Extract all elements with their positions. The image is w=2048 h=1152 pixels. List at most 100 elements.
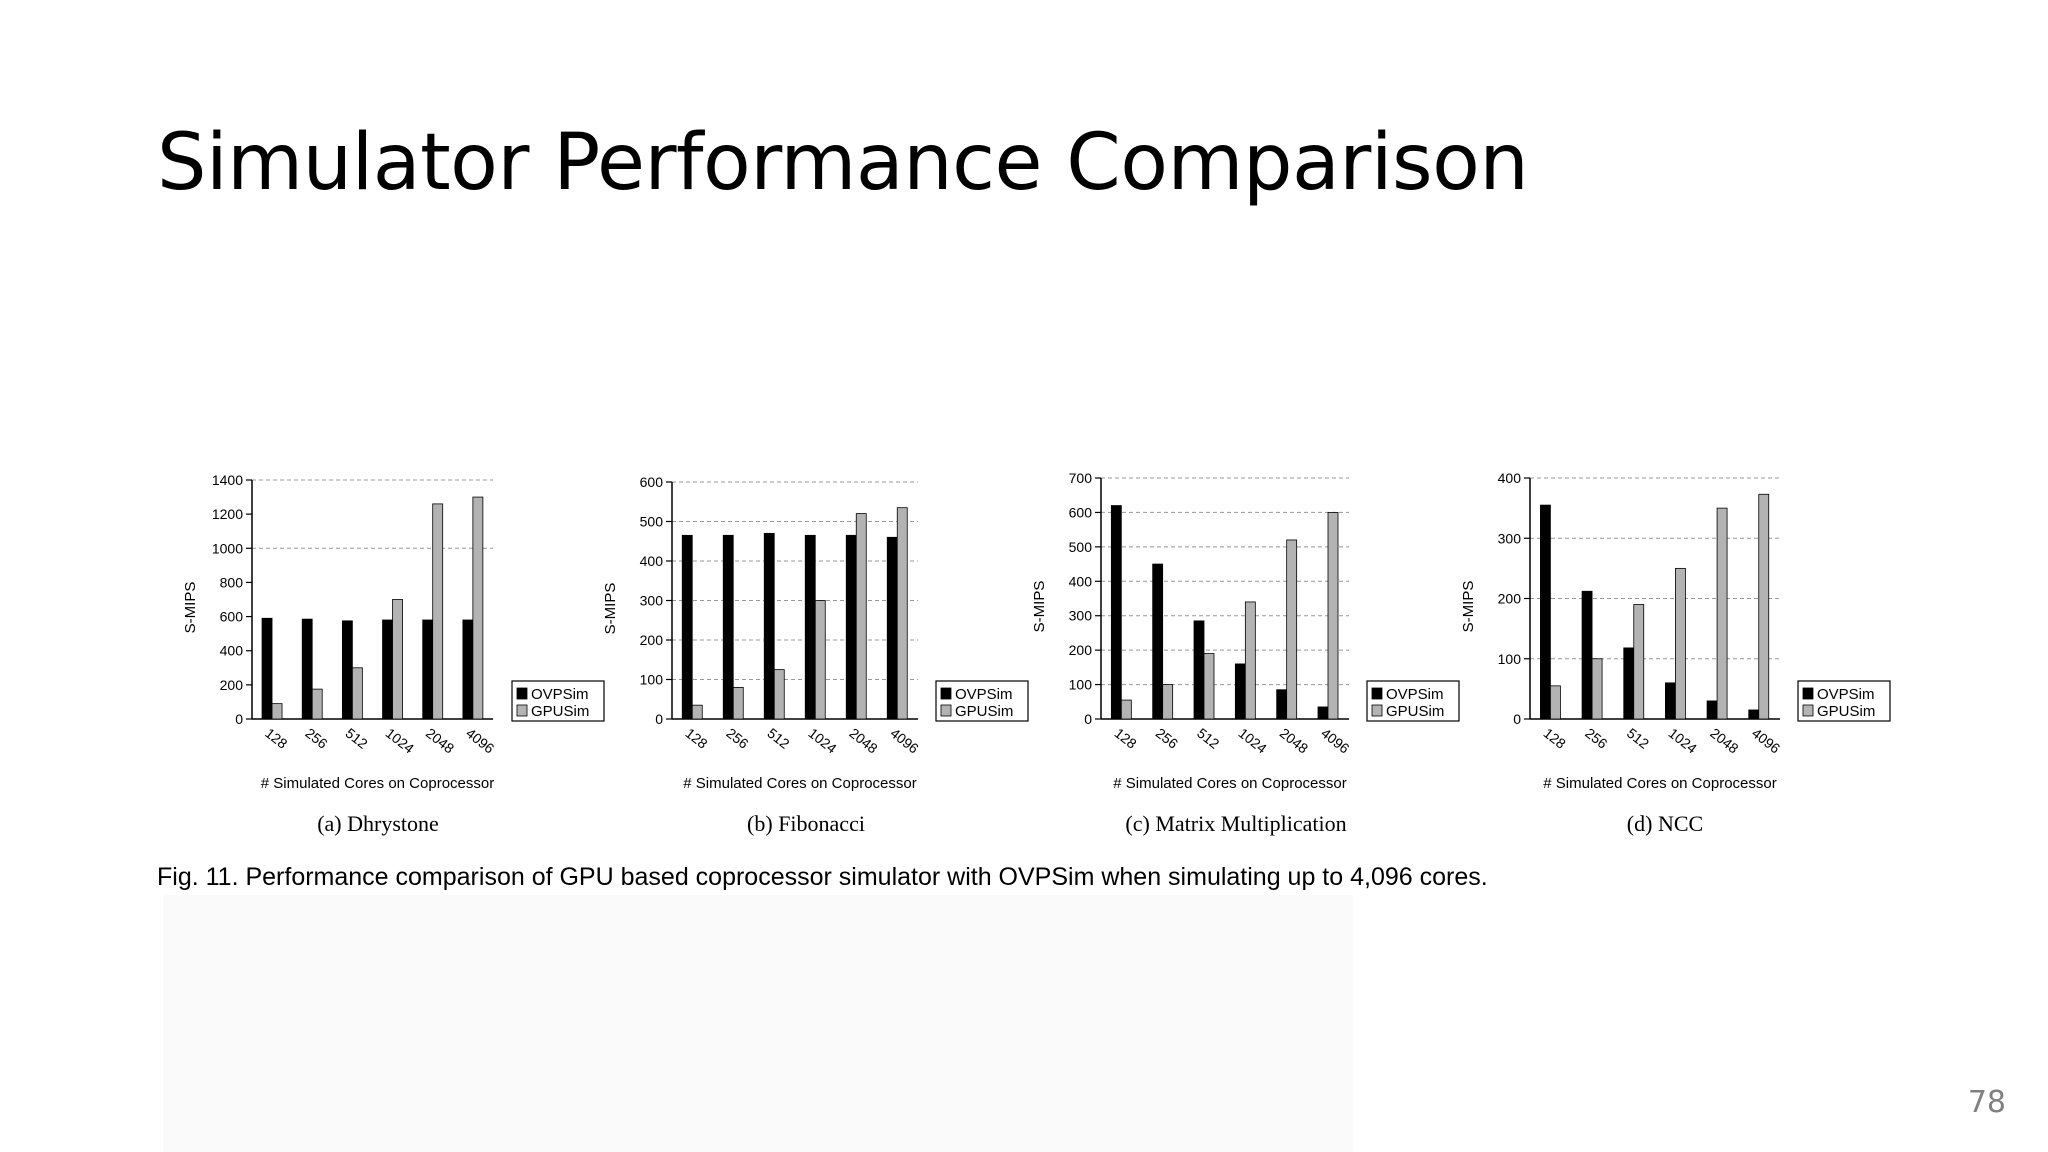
bar-gpusim [1591,658,1603,720]
chart-1: 0 200 400 600 800 1000 1200 1400 S-MIPS 128 256 512… [182,472,605,836]
legend-label-gpusim: GPUSim [955,703,1013,720]
chart-2: 0 100 200 300 400 500 600 S-MIPS 128 256 512 1024 20… [602,474,1029,836]
bar-gpusim [1675,567,1686,720]
y-tick-label: 1400 [212,472,243,488]
y-tick-label: 200 [640,632,664,648]
legend-label-gpusim: GPUSim [531,703,589,720]
x-tick-label: 4096 [1318,725,1353,757]
y-tick-label: 0 [1084,711,1092,727]
y-axis-title: S-MIPS [182,582,199,634]
x-tick-label: 512 [1194,725,1222,752]
x-axis-title: # Simulated Cores on Coprocessor [1113,775,1346,792]
x-tick-label: 128 [682,725,710,752]
legend-swatch-gpusim [1802,704,1814,717]
bar-ovpsim [341,620,353,720]
bar-ovpsim [845,534,857,720]
y-axis-title: S-MIPS [1460,581,1477,633]
legend-swatch-gpusim [516,704,528,717]
y-tick-label: 100 [640,672,664,688]
x-tick-label: 512 [1624,725,1652,752]
y-tick-label: 400 [1498,470,1522,486]
bar-gpusim [732,687,744,720]
y-tick-label: 100 [1498,651,1522,667]
bar-ovpsim [462,619,474,720]
bar-gpusim [432,503,444,720]
bar-ovpsim [681,534,693,720]
bar-ovpsim [1581,590,1593,720]
y-tick-label: 200 [1498,591,1522,607]
x-tick-label: 512 [343,725,371,752]
x-tick-label: 256 [1153,725,1181,752]
x-tick-label: 4096 [887,725,922,757]
bar-ovpsim [1623,647,1635,720]
x-tick-label: 128 [1541,725,1569,752]
y-tick-label: 500 [1069,539,1093,555]
legend-label-gpusim: GPUSim [1386,703,1444,720]
y-tick-label: 400 [1069,573,1093,589]
bar-ovpsim [1193,620,1205,720]
chart-subcaption: (d) NCC [1627,811,1703,836]
x-tick-label: 128 [262,725,290,752]
x-tick-label: 256 [723,725,751,752]
bar-ovpsim [382,619,393,720]
bar-ovpsim [1317,706,1329,720]
y-tick-label: 700 [1069,470,1093,486]
legend-swatch-ovpsim [1371,687,1383,700]
y-tick-label: 300 [1498,530,1522,546]
chart-subcaption: (b) Fibonacci [747,811,865,836]
bar-gpusim [472,496,484,720]
legend-label-ovpsim: OVPSim [1386,686,1444,703]
y-axis-title: S-MIPS [602,583,619,635]
bar-gpusim [1716,507,1728,720]
bar-ovpsim [1748,709,1760,720]
legend-swatch-ovpsim [1802,687,1814,700]
y-tick-label: 1000 [212,540,243,556]
x-tick-label: 2048 [846,725,881,757]
y-tick-label: 0 [235,711,243,727]
x-tick-label: 1024 [1235,725,1270,757]
bar-gpusim [1286,539,1298,720]
y-tick-label: 600 [220,609,244,625]
bar-gpusim [271,703,283,720]
bar-gpusim [1633,604,1645,720]
bar-gpusim [1244,601,1256,720]
x-tick-label: 512 [764,725,792,752]
bar-gpusim [1120,699,1132,720]
y-tick-label: 300 [1069,608,1093,624]
chart-4: 0 100 200 300 400 S-MIPS 128 256 512 1024 2048 4096… [1460,470,1891,836]
bar-ovpsim [1110,505,1122,720]
x-axis-title: # Simulated Cores on Coprocessor [1543,775,1776,792]
bar-ovpsim [1276,689,1288,720]
x-tick-label: 2048 [1277,725,1312,757]
bar-gpusim [855,513,867,720]
x-tick-label: 2048 [1707,725,1742,757]
bar-ovpsim [804,534,816,720]
legend-swatch-gpusim [940,704,952,717]
legend-label-gpusim: GPUSim [1817,703,1875,720]
legend-label-ovpsim: OVPSim [1817,686,1875,703]
x-tick-label: 1024 [383,725,418,757]
bar-ovpsim [1540,504,1551,720]
y-tick-label: 0 [1513,711,1521,727]
bar-gpusim [1758,493,1770,720]
y-tick-label: 400 [640,553,664,569]
y-tick-label: 1200 [212,506,243,522]
bar-gpusim [1162,684,1174,720]
x-tick-label: 256 [1582,725,1610,752]
bar-gpusim [392,599,403,720]
bar-ovpsim [1152,563,1164,720]
chart-3: 0 100 200 300 400 500 600 700 S-MIPS 128 256 512 102… [1031,470,1460,836]
x-axis-title: # Simulated Cores on Coprocessor [683,775,916,792]
chart-subcaption: (c) Matrix Multiplication [1125,811,1346,836]
bar-gpusim [351,667,363,720]
x-tick-label: 128 [1111,725,1139,752]
y-tick-label: 100 [1069,677,1093,693]
chart-subcaption: (a) Dhrystone [317,811,439,836]
y-tick-label: 800 [220,574,244,590]
bar-ovpsim [261,617,273,720]
bar-ovpsim [1706,700,1718,720]
bar-gpusim [1327,512,1339,720]
